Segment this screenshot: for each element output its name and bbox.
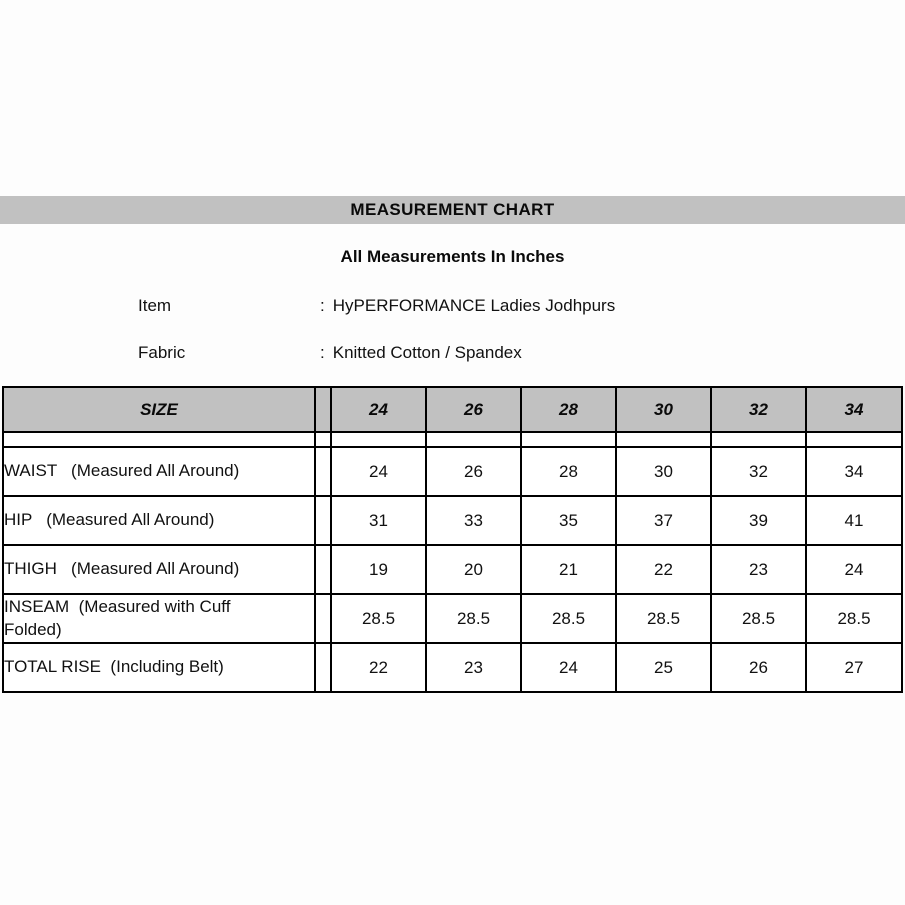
row-label: THIGH (Measured All Around)	[2, 544, 316, 595]
meta-row-fabric: Fabric : Knitted Cotton / Spandex	[0, 343, 905, 363]
size-column-header: 26	[425, 386, 522, 433]
separator-header-cell	[314, 386, 332, 433]
fabric-label: Fabric	[138, 343, 186, 362]
table-cell: 21	[520, 544, 617, 595]
table-cell: 28.5	[710, 593, 807, 644]
row-label: WAIST (Measured All Around)	[2, 446, 316, 497]
row-label: INSEAM (Measured with Cuff Folded)	[2, 593, 316, 644]
spacer-cell	[805, 431, 903, 448]
spacer-cell	[520, 431, 617, 448]
size-column-header: 32	[710, 386, 807, 433]
table-row-hip: HIP (Measured All Around) 31 33 35 37 39…	[2, 495, 903, 546]
table-cell: 26	[425, 446, 522, 497]
item-label: Item	[138, 296, 172, 315]
spacer-cell	[2, 431, 316, 448]
table-row-inseam: INSEAM (Measured with Cuff Folded) 28.5 …	[2, 593, 903, 644]
table-cell: 25	[615, 642, 712, 693]
table-cell: 24	[520, 642, 617, 693]
item-separator: :	[320, 296, 325, 315]
separator-cell	[314, 495, 332, 546]
table-cell: 28	[520, 446, 617, 497]
separator-cell	[314, 544, 332, 595]
spacer-cell	[330, 431, 427, 448]
table-cell: 31	[330, 495, 427, 546]
size-column-header: 30	[615, 386, 712, 433]
size-column-header: 34	[805, 386, 903, 433]
table-cell: 22	[330, 642, 427, 693]
size-column-header: 28	[520, 386, 617, 433]
page-title: MEASUREMENT CHART	[350, 200, 555, 219]
separator-cell	[314, 642, 332, 693]
separator-cell	[314, 446, 332, 497]
separator-cell	[314, 593, 332, 644]
table-cell: 27	[805, 642, 903, 693]
table-cell: 28.5	[520, 593, 617, 644]
item-value: : HyPERFORMANCE Ladies Jodhpurs	[320, 296, 615, 316]
table-cell: 24	[805, 544, 903, 595]
table-cell: 41	[805, 495, 903, 546]
spacer-cell	[615, 431, 712, 448]
row-label: TOTAL RISE (Including Belt)	[2, 642, 316, 693]
page-subtitle: All Measurements In Inches	[340, 247, 565, 266]
measurement-table: SIZE 24 26 28 30 32 34 WAIST (Mea	[2, 386, 903, 693]
table-cell: 20	[425, 544, 522, 595]
table-cell: 30	[615, 446, 712, 497]
table-cell: 23	[710, 544, 807, 595]
row-label: HIP (Measured All Around)	[2, 495, 316, 546]
table-row-total-rise: TOTAL RISE (Including Belt) 22 23 24 25 …	[2, 642, 903, 693]
table-cell: 32	[710, 446, 807, 497]
title-bar: MEASUREMENT CHART	[0, 196, 905, 224]
spacer-row	[2, 431, 903, 448]
fabric-value: : Knitted Cotton / Spandex	[320, 343, 522, 363]
table-cell: 28.5	[330, 593, 427, 644]
table-cell: 23	[425, 642, 522, 693]
item-value-text: HyPERFORMANCE Ladies Jodhpurs	[332, 296, 616, 315]
table-header-row: SIZE 24 26 28 30 32 34	[2, 386, 903, 433]
table-cell: 35	[520, 495, 617, 546]
meta-row-item: Item : HyPERFORMANCE Ladies Jodhpurs	[0, 296, 905, 316]
spacer-cell	[425, 431, 522, 448]
table-cell: 19	[330, 544, 427, 595]
table-cell: 22	[615, 544, 712, 595]
fabric-value-text: Knitted Cotton / Spandex	[332, 343, 522, 362]
table-cell: 34	[805, 446, 903, 497]
table-cell: 37	[615, 495, 712, 546]
table-cell: 28.5	[805, 593, 903, 644]
table-cell: 24	[330, 446, 427, 497]
table-cell: 28.5	[425, 593, 522, 644]
table-cell: 28.5	[615, 593, 712, 644]
size-header-cell: SIZE	[2, 386, 316, 433]
table-cell: 26	[710, 642, 807, 693]
table-row-waist: WAIST (Measured All Around) 24 26 28 30 …	[2, 446, 903, 497]
spacer-cell	[710, 431, 807, 448]
table-row-thigh: THIGH (Measured All Around) 19 20 21 22 …	[2, 544, 903, 595]
table-cell: 39	[710, 495, 807, 546]
table-cell: 33	[425, 495, 522, 546]
spacer-cell	[314, 431, 332, 448]
size-column-header: 24	[330, 386, 427, 433]
fabric-separator: :	[320, 343, 325, 362]
